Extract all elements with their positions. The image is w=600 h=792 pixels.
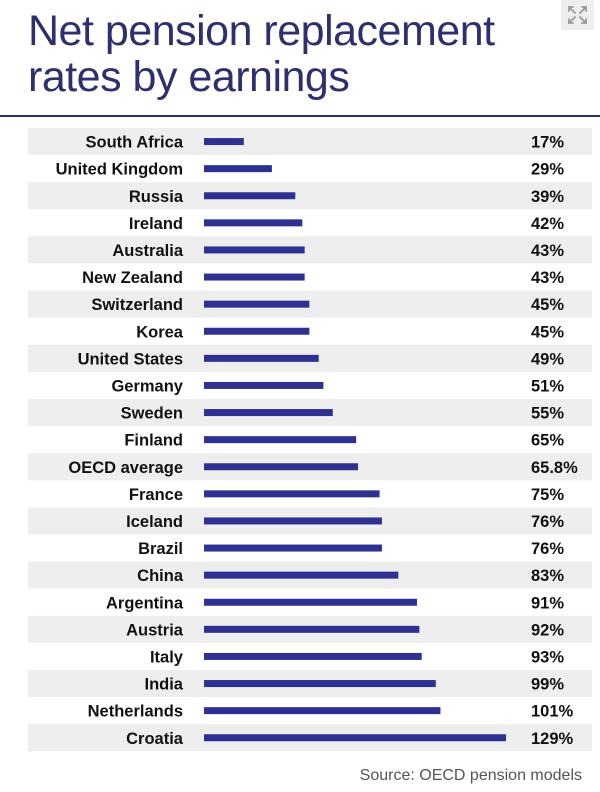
- bar: [204, 354, 319, 362]
- source-note: Source: OECD pension models: [359, 767, 582, 784]
- expand-button[interactable]: [561, 0, 594, 30]
- value-label: 93%: [531, 648, 564, 666]
- bar: [204, 598, 418, 606]
- bar: [204, 463, 359, 471]
- category-label: China: [137, 567, 184, 585]
- bar: [204, 219, 303, 227]
- category-label: Italy: [150, 648, 184, 666]
- category-label: Switzerland: [91, 296, 183, 314]
- bar: [204, 273, 305, 281]
- value-label: 75%: [531, 486, 564, 504]
- value-label: 51%: [531, 377, 564, 395]
- category-label: Ireland: [129, 215, 183, 233]
- value-label: 55%: [531, 405, 564, 423]
- row-stripe: [28, 290, 592, 318]
- value-label: 129%: [531, 730, 574, 748]
- value-label: 43%: [531, 242, 564, 260]
- category-label: New Zealand: [82, 269, 183, 287]
- value-label: 29%: [531, 161, 564, 179]
- category-label: Argentina: [106, 594, 184, 612]
- category-label: United States: [78, 350, 183, 368]
- value-label: 91%: [531, 594, 564, 612]
- value-label: 42%: [531, 215, 564, 233]
- bar: [204, 165, 272, 173]
- value-label: 65.8%: [531, 459, 578, 477]
- category-label: South Africa: [86, 134, 184, 152]
- value-label: 92%: [531, 621, 564, 639]
- value-label: 45%: [531, 296, 564, 314]
- bar: [204, 652, 422, 660]
- bar: [204, 680, 436, 688]
- value-label: 101%: [531, 703, 574, 721]
- row-stripe: [28, 236, 592, 264]
- value-label: 65%: [531, 432, 564, 450]
- value-label: 99%: [531, 676, 564, 694]
- value-label: 83%: [531, 567, 564, 585]
- bar: [204, 300, 310, 308]
- value-label: 17%: [531, 134, 564, 152]
- category-label: Russia: [129, 188, 184, 206]
- bar: [204, 571, 399, 579]
- bar-chart: South Africa 17% United Kingdom 29% Russia 39…: [28, 128, 592, 752]
- category-label: Croatia: [126, 730, 184, 748]
- bar: [204, 192, 296, 200]
- bar: [204, 625, 420, 633]
- bar: [204, 490, 380, 498]
- category-label: Iceland: [126, 513, 183, 531]
- bar: [204, 544, 382, 552]
- category-label: Germany: [111, 377, 183, 395]
- bar: [204, 327, 310, 335]
- bar: [204, 381, 324, 389]
- bar: [204, 436, 357, 444]
- bar: [204, 734, 506, 742]
- bar: [204, 138, 244, 146]
- category-label: Korea: [136, 323, 184, 341]
- category-label: France: [129, 486, 183, 504]
- value-label: 76%: [531, 540, 564, 558]
- bar: [204, 517, 382, 525]
- value-label: 43%: [531, 269, 564, 287]
- row-stripe: [28, 182, 592, 210]
- category-label: Finland: [124, 432, 183, 450]
- value-label: 45%: [531, 323, 564, 341]
- category-label: India: [144, 676, 183, 694]
- bar: [204, 409, 333, 417]
- category-label: Netherlands: [88, 703, 183, 721]
- category-label: United Kingdom: [56, 161, 183, 179]
- row-stripe: [28, 128, 592, 156]
- value-label: 39%: [531, 188, 564, 206]
- value-label: 76%: [531, 513, 564, 531]
- category-label: Sweden: [121, 405, 183, 423]
- bar: [204, 246, 305, 254]
- expand-arrows-icon: [568, 6, 587, 24]
- chart-title: Net pension replacement rates by earning…: [28, 7, 495, 101]
- category-label: Australia: [112, 242, 183, 260]
- category-label: Austria: [126, 621, 184, 639]
- title-divider: [0, 115, 600, 117]
- category-label: OECD average: [68, 459, 183, 477]
- bar: [204, 707, 441, 715]
- value-label: 49%: [531, 350, 564, 368]
- category-label: Brazil: [138, 540, 183, 558]
